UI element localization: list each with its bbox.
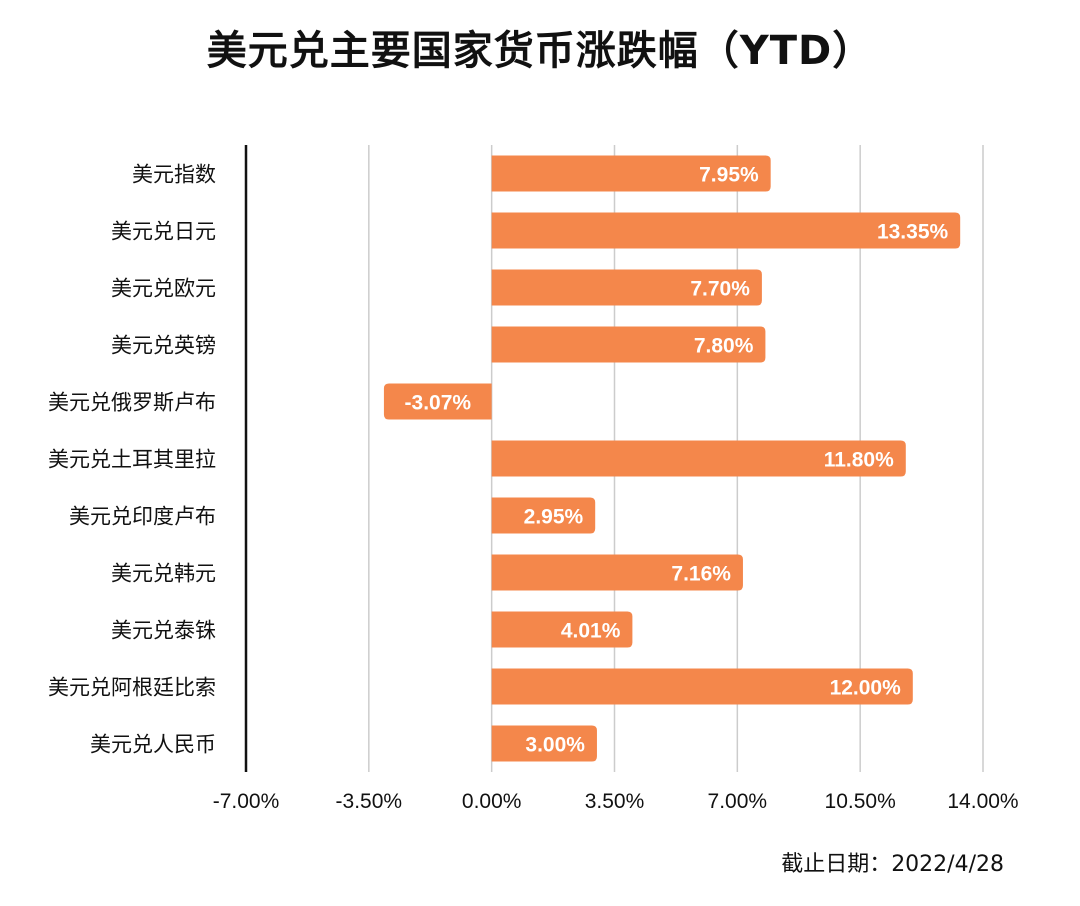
as-of-date-note: 截止日期：2022/4/28 bbox=[781, 852, 1004, 877]
bar bbox=[383, 383, 492, 420]
category-label: 美元兑印度卢布 bbox=[69, 505, 216, 529]
chart-title: 美元兑主要国家货币涨跌幅（YTD） bbox=[206, 28, 874, 74]
bar bbox=[491, 611, 633, 648]
bar bbox=[491, 554, 743, 591]
bar-value-label: -3.07% bbox=[405, 392, 472, 415]
bar-value-label: 7.95% bbox=[699, 164, 759, 187]
category-label: 美元兑人民币 bbox=[90, 733, 216, 757]
bar-value-label: 7.70% bbox=[690, 278, 750, 301]
x-tick-label: -3.50% bbox=[336, 790, 403, 813]
bar-value-label: 2.95% bbox=[524, 506, 584, 529]
x-tick-labels: -7.00% -3.50% 0.00% 3.50% 7.00% 10.50% 14.00% bbox=[213, 790, 1019, 813]
bar-value-label: 12.00% bbox=[830, 677, 902, 700]
x-tick-label: 3.50% bbox=[585, 790, 645, 813]
category-label: 美元指数 bbox=[132, 163, 216, 187]
bar-value-label: 7.80% bbox=[694, 335, 754, 358]
category-label: 美元兑土耳其里拉 bbox=[48, 448, 216, 472]
bar bbox=[491, 269, 762, 306]
x-tick-label: 10.50% bbox=[825, 790, 896, 813]
x-tick-label: 7.00% bbox=[708, 790, 768, 813]
category-label: 美元兑泰铢 bbox=[111, 619, 216, 643]
bar bbox=[491, 326, 766, 363]
category-labels: 美元指数美元兑日元美元兑欧元美元兑英镑美元兑俄罗斯卢布美元兑土耳其里拉美元兑印度… bbox=[48, 163, 216, 757]
bar-value-label: 11.80% bbox=[824, 449, 894, 472]
bar-value-label: 13.35% bbox=[877, 221, 949, 244]
bars: 7.95% 13.35% 7.70% 7.80% -3.07% 11.80% 2.95% 7.… bbox=[383, 155, 961, 762]
category-label: 美元兑俄罗斯卢布 bbox=[48, 391, 216, 415]
bar-value-label: 3.00% bbox=[525, 734, 585, 757]
category-label: 美元兑日元 bbox=[111, 220, 216, 244]
category-label: 美元兑欧元 bbox=[111, 277, 216, 301]
x-tick-label: 0.00% bbox=[462, 790, 522, 813]
bar-value-label: 4.01% bbox=[561, 620, 621, 643]
bar bbox=[491, 497, 596, 534]
x-tick-label: 14.00% bbox=[947, 790, 1018, 813]
bar bbox=[491, 440, 906, 477]
category-label: 美元兑韩元 bbox=[111, 562, 216, 586]
x-tick-label: -7.00% bbox=[213, 790, 280, 813]
bar bbox=[491, 155, 771, 192]
bar-value-label: 7.16% bbox=[671, 563, 731, 586]
bar bbox=[491, 725, 597, 762]
category-label: 美元兑英镑 bbox=[111, 334, 216, 358]
bar bbox=[491, 668, 913, 705]
bar bbox=[491, 212, 961, 249]
category-label: 美元兑阿根廷比索 bbox=[48, 676, 216, 700]
